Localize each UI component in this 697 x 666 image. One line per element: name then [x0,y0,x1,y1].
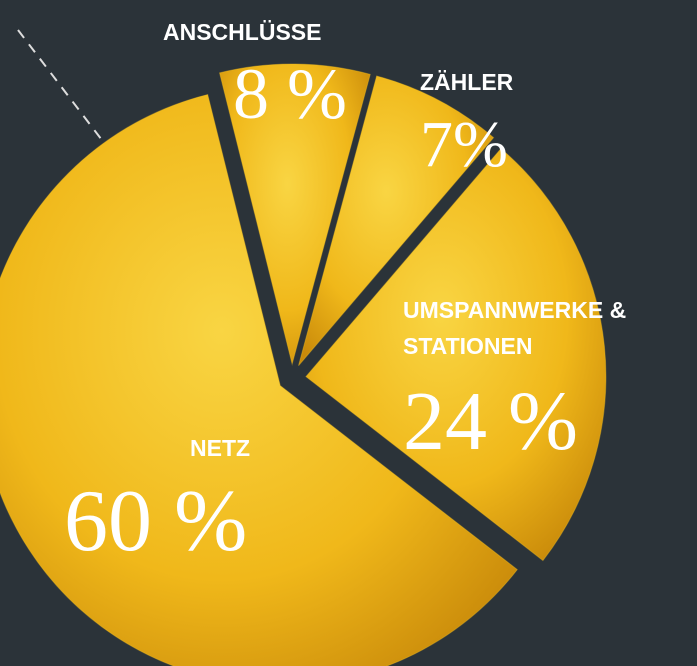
value-label: 7% [420,112,508,178]
category-label: UMSPANNWERKE & STATIONEN [403,292,643,364]
value-label: 60 % [64,478,247,566]
value-label: 8 % [233,58,347,130]
category-label: ANSCHLÜSSE [163,14,321,50]
category-label: ZÄHLER [420,64,513,100]
page: ANSCHLÜSSE 8 % ZÄHLER 7% UMSPANNWERKE & … [0,0,697,666]
value-label: 24 % [403,380,578,464]
category-label: NETZ [190,430,250,466]
